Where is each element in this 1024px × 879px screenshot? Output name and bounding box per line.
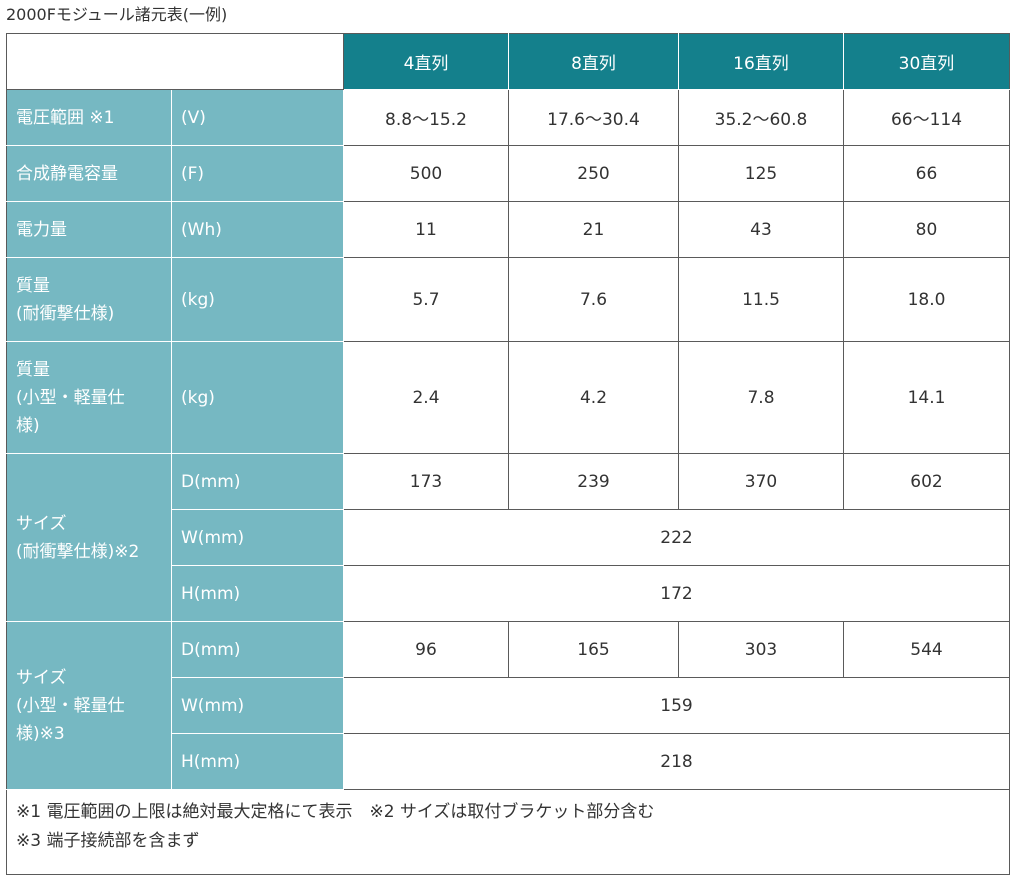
table-row: 質量 (小型・軽量仕 様) (kg) 2.4 4.2 7.8 14.1 bbox=[6, 341, 1010, 454]
table-row: W(mm) 222 bbox=[7, 509, 1010, 566]
row-label-size-compact: サイズ (小型・軽量仕 様)※3 bbox=[6, 621, 172, 790]
row-unit-height: H(mm) bbox=[171, 733, 344, 790]
cell-value: 222 bbox=[343, 509, 1010, 566]
note-line: ※1 電圧範囲の上限は絶対最大定格にて表示 ※2 サイズは取付ブラケット部分含む bbox=[16, 802, 655, 822]
cell-value: 173 bbox=[343, 453, 509, 510]
notes-row: ※1 電圧範囲の上限は絶対最大定格にて表示 ※2 サイズは取付ブラケット部分含む… bbox=[6, 789, 1010, 875]
table-row: H(mm) 172 bbox=[7, 565, 1010, 622]
cell-value: 21 bbox=[508, 201, 679, 258]
cell-value: 43 bbox=[678, 201, 844, 258]
cell-value: 8.8～15.2 bbox=[343, 89, 509, 146]
row-label-energy: 電力量 bbox=[6, 201, 172, 258]
cell-value: 11.5 bbox=[678, 257, 844, 342]
label-line: (小型・軽量仕 bbox=[16, 387, 125, 408]
cell-value: 602 bbox=[843, 453, 1010, 510]
table-caption: 2000Fモジュール諸元表(一例) bbox=[6, 5, 228, 24]
table-row: サイズ (耐衝撃仕様)※2 D(mm) 173 239 370 602 bbox=[6, 453, 1010, 622]
label-line: サイズ bbox=[16, 513, 67, 534]
cell-value: 172 bbox=[343, 565, 1010, 622]
notes-cell: ※1 電圧範囲の上限は絶対最大定格にて表示 ※2 サイズは取付ブラケット部分含む… bbox=[6, 789, 1010, 875]
cell-value: 7.6 bbox=[508, 257, 679, 342]
cell-value: 4.2 bbox=[508, 341, 679, 454]
cell-value: 18.0 bbox=[843, 257, 1010, 342]
cell-value: 218 bbox=[343, 733, 1010, 790]
row-unit-width: W(mm) bbox=[171, 509, 344, 566]
row-unit-depth: D(mm) bbox=[171, 621, 344, 678]
row-label-mass-compact: 質量 (小型・軽量仕 様) bbox=[6, 341, 172, 454]
row-unit-depth: D(mm) bbox=[171, 453, 344, 510]
col-header-16s: 16直列 bbox=[678, 33, 844, 90]
table-row: 質量 (耐衝撃仕様) (kg) 5.7 7.6 11.5 18.0 bbox=[6, 257, 1010, 342]
row-label-size-rugged: サイズ (耐衝撃仕様)※2 bbox=[6, 453, 172, 622]
row-unit-mass-compact: (kg) bbox=[171, 341, 344, 454]
col-header-8s: 8直列 bbox=[508, 33, 679, 90]
row-label-capacity: 合成静電容量 bbox=[6, 145, 172, 202]
note-line: ※3 端子接続部を含まず bbox=[16, 831, 200, 851]
cell-value: 303 bbox=[678, 621, 844, 678]
header-row: 4直列 8直列 16直列 30直列 bbox=[6, 33, 1010, 90]
table-row: 電力量 (Wh) 11 21 43 80 bbox=[6, 201, 1010, 258]
label-line: (耐衝撃仕様)※2 bbox=[16, 541, 140, 562]
cell-value: 96 bbox=[343, 621, 509, 678]
cell-value: 250 bbox=[508, 145, 679, 202]
table-row: 電圧範囲 ※1 (V) 8.8～15.2 17.6～30.4 35.2～60.8… bbox=[6, 89, 1010, 146]
row-label-mass-rugged: 質量 (耐衝撃仕様) bbox=[6, 257, 172, 342]
cell-value: 165 bbox=[508, 621, 679, 678]
cell-value: 544 bbox=[843, 621, 1010, 678]
label-line: サイズ bbox=[16, 667, 67, 688]
row-unit-width: W(mm) bbox=[171, 677, 344, 734]
cell-value: 66～114 bbox=[843, 89, 1010, 146]
row-unit-height: H(mm) bbox=[171, 565, 344, 622]
cell-value: 370 bbox=[678, 453, 844, 510]
cell-value: 66 bbox=[843, 145, 1010, 202]
row-label-voltage: 電圧範囲 ※1 bbox=[6, 89, 172, 146]
cell-value: 7.8 bbox=[678, 341, 844, 454]
cell-value: 11 bbox=[343, 201, 509, 258]
label-line: 質量 bbox=[16, 359, 50, 380]
cell-value: 125 bbox=[678, 145, 844, 202]
col-header-30s: 30直列 bbox=[843, 33, 1010, 90]
row-unit-voltage: (V) bbox=[171, 89, 344, 146]
row-unit-energy: (Wh) bbox=[171, 201, 344, 258]
spec-table: 4直列 8直列 16直列 30直列 電圧範囲 ※1 (V) 8.8～15.2 1… bbox=[6, 33, 1010, 875]
col-header-4s: 4直列 bbox=[343, 33, 509, 90]
cell-value: 14.1 bbox=[843, 341, 1010, 454]
cell-value: 17.6～30.4 bbox=[508, 89, 679, 146]
table-row: W(mm) 159 bbox=[7, 677, 1010, 734]
label-line: 様) bbox=[16, 415, 40, 436]
cell-value: 239 bbox=[508, 453, 679, 510]
row-unit-capacity: (F) bbox=[171, 145, 344, 202]
cell-value: 2.4 bbox=[343, 341, 509, 454]
cell-value: 35.2～60.8 bbox=[678, 89, 844, 146]
cell-value: 80 bbox=[843, 201, 1010, 258]
cell-value: 500 bbox=[343, 145, 509, 202]
label-line: 様)※3 bbox=[16, 723, 65, 744]
cell-value: 5.7 bbox=[343, 257, 509, 342]
row-unit-mass-rugged: (kg) bbox=[171, 257, 344, 342]
table-row: サイズ (小型・軽量仕 様)※3 D(mm) 96 165 303 544 bbox=[6, 621, 1010, 790]
label-line: (小型・軽量仕 bbox=[16, 695, 125, 716]
corner-cell bbox=[6, 33, 344, 90]
label-line: (耐衝撃仕様) bbox=[16, 303, 115, 324]
label-line: 質量 bbox=[16, 275, 50, 296]
cell-value: 159 bbox=[343, 677, 1010, 734]
table-row: 合成静電容量 (F) 500 250 125 66 bbox=[6, 145, 1010, 202]
table-row: H(mm) 218 bbox=[7, 733, 1010, 790]
